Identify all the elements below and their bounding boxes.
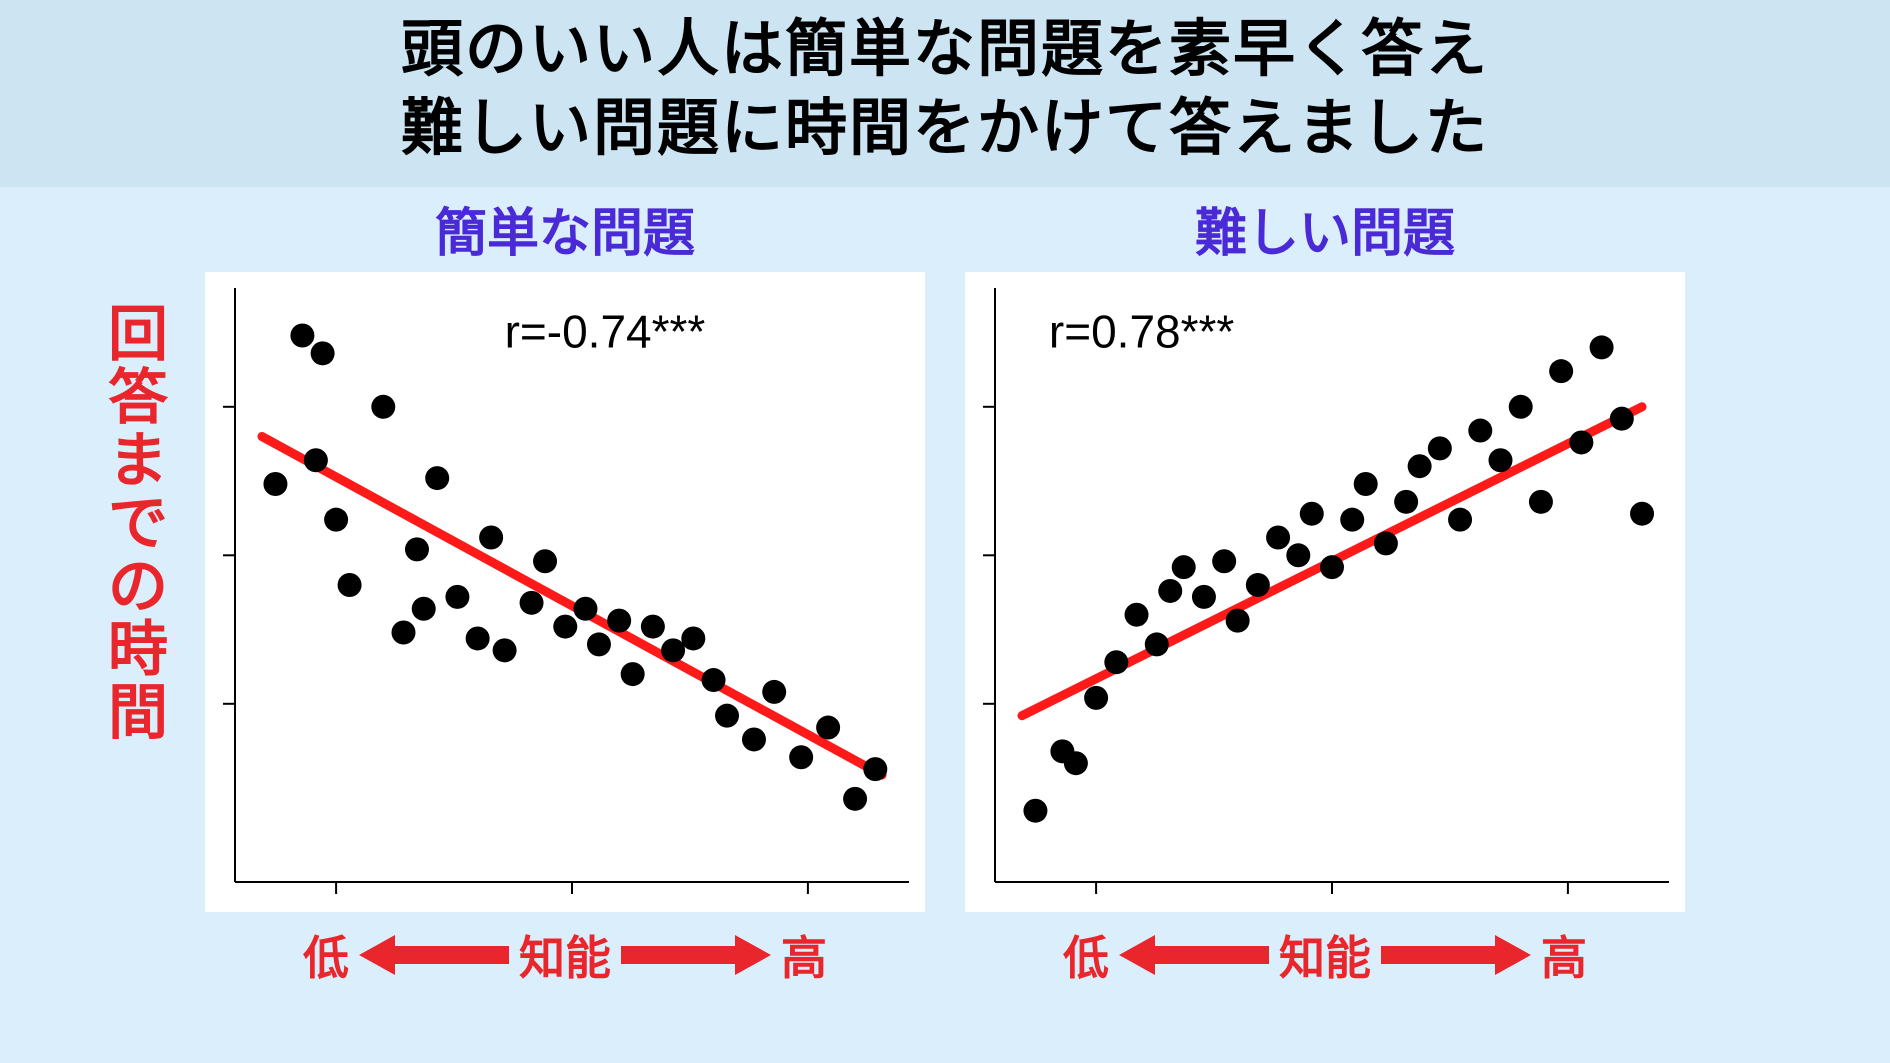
x-axis-row-left: 低 知能 高	[303, 922, 827, 988]
x-mid-label: 知能	[519, 922, 611, 988]
chart-title-right: 難しい問題	[1195, 191, 1455, 266]
scatter-plot-left: r=-0.74***	[205, 272, 925, 912]
y-axis-char: 答	[108, 366, 168, 429]
y-axis-char: で	[108, 492, 168, 555]
header-line1: 頭のいい人は簡単な問題を素早く答え	[401, 15, 1489, 84]
x-high-label: 高	[1541, 922, 1587, 988]
y-axis-label: 回答までの時間	[108, 303, 168, 744]
x-mid-label: 知能	[1279, 922, 1371, 988]
header-banner: 頭のいい人は簡単な問題を素早く答え 難しい問題に時間をかけて答えました	[0, 0, 1890, 187]
scatter-plot-right: r=0.78***	[965, 272, 1685, 912]
scatter-svg-right: r=0.78***	[965, 272, 1685, 912]
svg-text:r=-0.74***: r=-0.74***	[505, 305, 706, 357]
arrow-left-icon	[1119, 935, 1269, 975]
x-low-label: 低	[303, 922, 349, 988]
y-axis-char: 回	[108, 303, 168, 366]
y-axis-char: の	[108, 555, 168, 618]
svg-text:r=0.78***: r=0.78***	[1049, 305, 1235, 357]
y-axis-char: ま	[108, 429, 168, 492]
charts-row: 回答までの時間 簡単な問題 r=-0.74*** 低 知能 高 難しい問題 r=…	[0, 187, 1890, 988]
arrow-right-icon	[621, 935, 771, 975]
header-title: 頭のいい人は簡単な問題を素早く答え 難しい問題に時間をかけて答えました	[0, 10, 1890, 169]
chart-block-left: 簡単な問題 r=-0.74*** 低 知能 高	[205, 191, 925, 988]
chart-block-right: 難しい問題 r=0.78*** 低 知能 高	[965, 191, 1685, 988]
arrow-right-icon	[1381, 935, 1531, 975]
chart-title-left: 簡単な問題	[435, 191, 695, 266]
header-line2: 難しい問題に時間をかけて答えました	[401, 94, 1489, 163]
x-low-label: 低	[1063, 922, 1109, 988]
arrow-left-icon	[359, 935, 509, 975]
y-axis-char: 間	[108, 681, 168, 744]
scatter-svg-left: r=-0.74***	[205, 272, 925, 912]
x-high-label: 高	[781, 922, 827, 988]
y-axis-char: 時	[108, 618, 168, 681]
x-axis-row-right: 低 知能 高	[1063, 922, 1587, 988]
